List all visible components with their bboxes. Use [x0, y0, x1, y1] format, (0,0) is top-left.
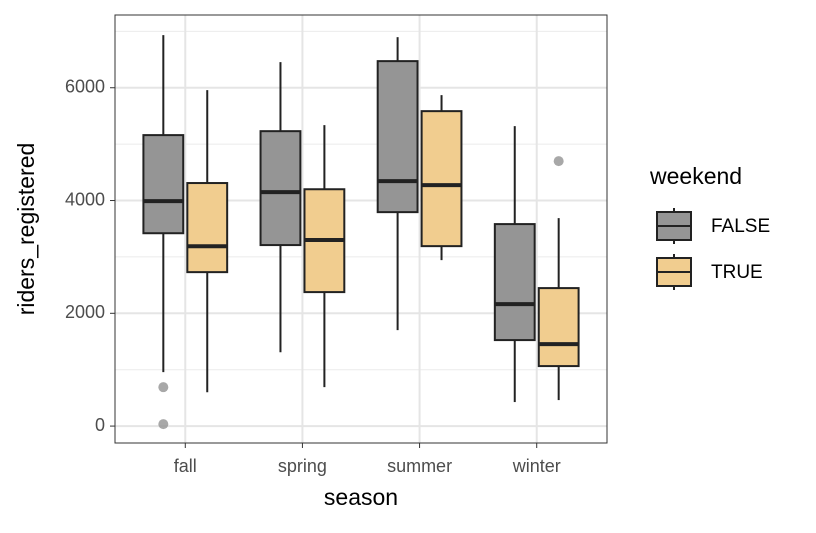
- box-group: [303, 125, 346, 388]
- box-group: [493, 126, 536, 403]
- legend-title: weekend: [649, 163, 742, 189]
- legend-label: FALSE: [711, 216, 770, 237]
- x-tick-label: summer: [387, 456, 452, 476]
- legend-label: TRUE: [711, 262, 763, 283]
- panel-border: [114, 14, 608, 444]
- box: [537, 287, 580, 368]
- box-group: [142, 35, 185, 430]
- x-tick-label: spring: [278, 456, 327, 476]
- box: [142, 134, 185, 235]
- box-group: [259, 62, 302, 353]
- x-tick-label: fall: [174, 456, 197, 476]
- box-group: [186, 90, 229, 393]
- box: [186, 182, 229, 274]
- outlier: [553, 156, 564, 167]
- box: [493, 223, 536, 342]
- y-tick-label: 4000: [65, 189, 105, 209]
- y-tick-label: 0: [95, 415, 105, 435]
- box-group: [537, 156, 580, 401]
- outlier: [158, 382, 169, 393]
- y-tick-label: 6000: [65, 76, 105, 96]
- x-axis-title: season: [324, 484, 398, 510]
- y-axis-title: riders_registered: [13, 143, 39, 316]
- box-group: [376, 37, 419, 331]
- box-group: [420, 95, 463, 261]
- box: [376, 60, 419, 214]
- outlier: [158, 419, 169, 430]
- box: [259, 130, 302, 247]
- x-tick-label: winter: [512, 456, 561, 476]
- box: [420, 110, 463, 248]
- y-tick-label: 2000: [65, 302, 105, 322]
